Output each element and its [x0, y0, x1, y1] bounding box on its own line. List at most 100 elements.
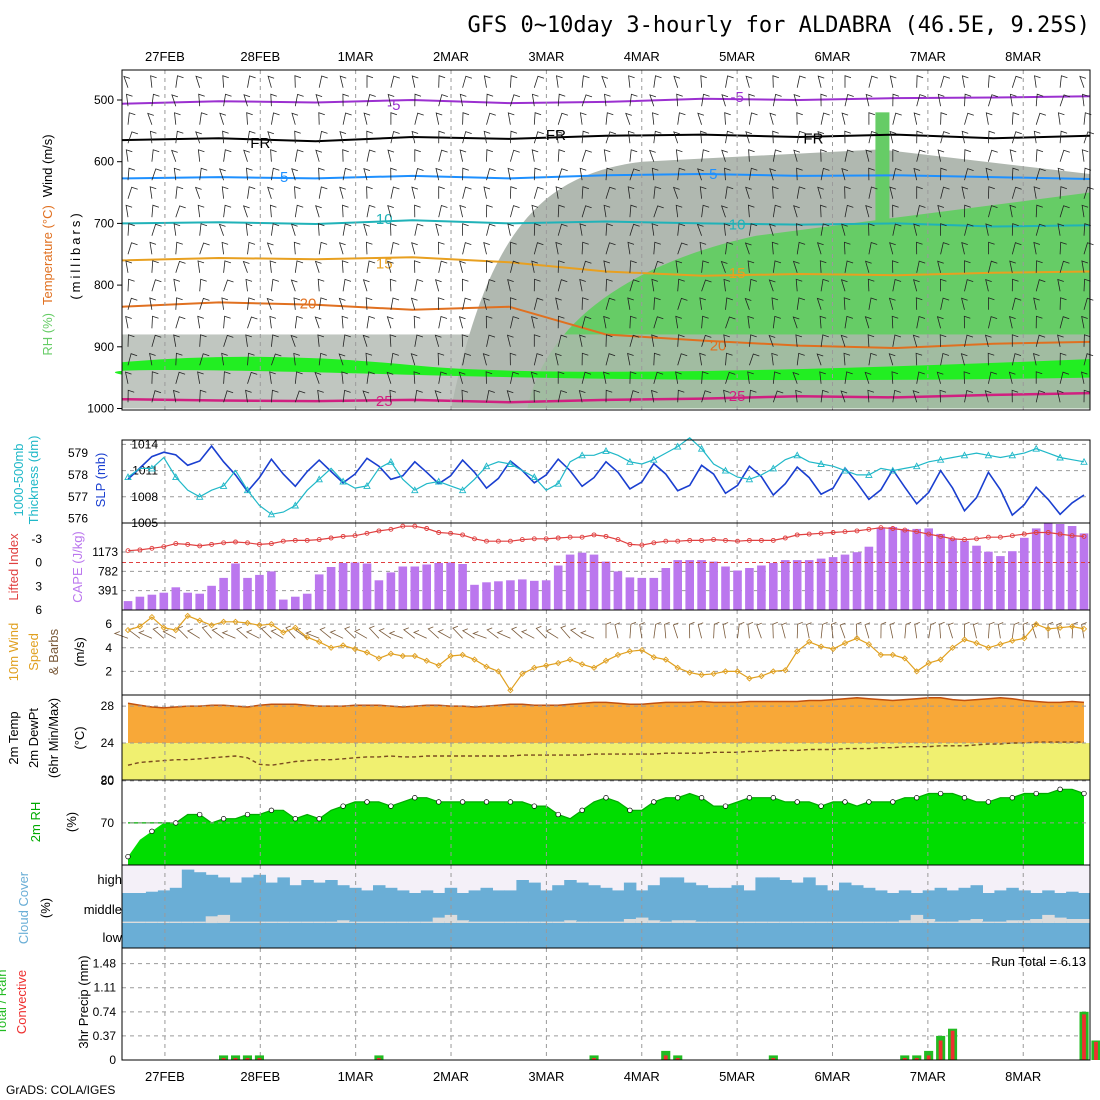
wind-barb — [151, 279, 162, 292]
wind-barb — [533, 186, 544, 199]
wind-barb — [482, 353, 490, 366]
cloud-high-bar — [803, 877, 816, 893]
wind-barb — [701, 315, 709, 329]
cloud-low-band — [468, 921, 482, 948]
cloud-low-bar — [1042, 914, 1055, 923]
li-point — [448, 530, 454, 536]
wind-barb — [1008, 371, 1016, 384]
wind-barb — [792, 260, 800, 273]
rh2m-point — [459, 799, 466, 805]
precip-conv-bar — [675, 1058, 680, 1060]
wind-barb — [461, 389, 469, 403]
wind10-point — [746, 675, 753, 682]
cloud-middle-bar — [743, 893, 756, 921]
li-point — [149, 545, 155, 551]
wind-barb — [459, 204, 467, 218]
cloud-low-bar — [874, 921, 888, 923]
cloud-low-band — [181, 921, 195, 948]
cloud-low-band — [862, 921, 876, 948]
cloud-high-bar — [217, 877, 231, 893]
cape-bar — [195, 593, 204, 610]
wind10-point — [292, 624, 299, 631]
rh2m-point — [937, 790, 944, 797]
wind-barb — [915, 297, 923, 310]
wind-barb — [1083, 278, 1091, 292]
rh2m-point — [746, 795, 753, 801]
cloud-high-bar — [588, 885, 601, 893]
wind10-barb — [697, 622, 704, 639]
rh2m-point — [603, 795, 609, 801]
li-point — [985, 534, 991, 540]
axis-tick-label: 576 — [68, 512, 88, 526]
cloud-middle-bar — [898, 893, 912, 921]
wind-barb — [629, 371, 637, 384]
wind10-barb — [1011, 622, 1020, 639]
cloud-low-band — [910, 921, 924, 948]
wind-barb — [892, 278, 902, 292]
wind-barb — [888, 353, 896, 366]
cloud-low-band — [420, 921, 434, 948]
cloud-middle-bar — [122, 893, 135, 921]
axis-tick-label: 391 — [98, 584, 118, 598]
wind-barb — [462, 242, 472, 255]
wind-barb — [366, 371, 375, 384]
cape-bar — [171, 587, 181, 610]
wind-barb — [961, 130, 969, 144]
wind-barb — [195, 75, 203, 88]
axis-label: Speed — [26, 633, 41, 671]
cloud-middle-bar — [683, 893, 697, 921]
wind-barb — [603, 204, 611, 218]
wind10-point — [973, 639, 980, 647]
wind-barb — [175, 352, 183, 366]
cloud-low-band — [122, 921, 135, 948]
wind-barb — [749, 334, 757, 347]
li-point — [914, 529, 920, 535]
wind-barb — [438, 130, 446, 144]
wind-barb — [533, 75, 545, 88]
cape-bar — [482, 582, 491, 610]
li-point — [280, 538, 286, 544]
wind-barb — [149, 241, 157, 255]
wind-barb — [386, 316, 394, 329]
cape-bar — [279, 599, 288, 610]
wind-barb — [699, 297, 707, 310]
wind10-point — [614, 651, 622, 659]
wind-barb — [459, 93, 467, 107]
wind-barb — [1035, 112, 1047, 125]
wind10-barb — [319, 627, 332, 639]
li-point — [651, 540, 657, 546]
upper-air-legend-item: Temperature (°C) — [40, 205, 55, 305]
cape-bar — [1031, 528, 1041, 610]
dewpoint-fill — [122, 743, 1090, 780]
wind-barb — [175, 316, 186, 329]
wind-barb — [151, 371, 159, 384]
thickness-point — [1080, 457, 1088, 465]
wind-barb — [605, 242, 616, 255]
wind10-barb — [260, 626, 272, 639]
cloud-low-bar — [325, 921, 338, 923]
wind-barb — [768, 334, 776, 347]
wind-barb — [675, 315, 682, 329]
axis-label: 1000-500mbThickness (dm) — [11, 436, 41, 525]
cloud-low-band — [970, 921, 983, 948]
wind-barb — [199, 389, 207, 403]
cloud-low-bar — [1006, 920, 1019, 923]
wind-barb — [483, 186, 491, 199]
precip-total-bar — [254, 1055, 264, 1060]
temperature-contour — [121, 172, 1091, 180]
axis-tick-label: 20 — [101, 773, 115, 787]
wind-barb — [964, 149, 972, 162]
cloud-low-band — [480, 921, 493, 948]
wind10-barb — [580, 630, 595, 639]
cloud-low-bar — [779, 921, 792, 923]
rh2m-point — [173, 820, 179, 826]
wind-barb — [413, 315, 421, 329]
page-title: GFS 0~10day 3-hourly for ALDABRA (46.5E,… — [467, 13, 1090, 38]
cape-bar — [996, 556, 1005, 610]
cloud-low-band — [576, 921, 589, 948]
wind-barb — [510, 241, 517, 255]
li-point — [268, 541, 274, 547]
wind10-point — [770, 668, 777, 675]
wind-barb — [223, 260, 232, 273]
wind-barb — [844, 186, 851, 199]
